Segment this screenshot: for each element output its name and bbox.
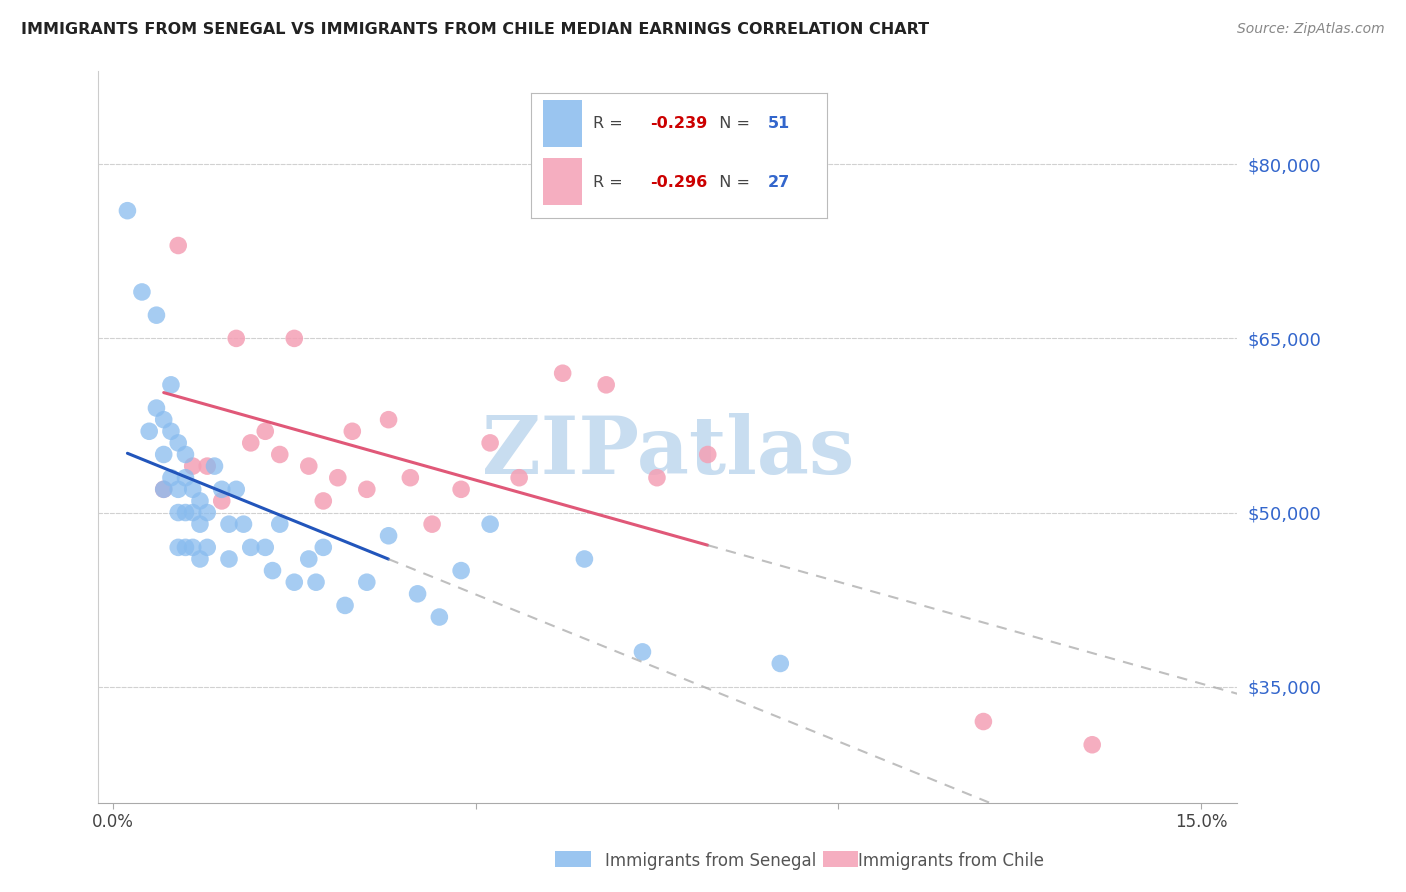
Point	[145, 401, 167, 415]
Point	[631, 645, 654, 659]
Point	[218, 552, 240, 566]
Point	[262, 564, 284, 578]
Point	[326, 471, 349, 485]
Point	[696, 448, 718, 462]
Point	[356, 483, 378, 497]
Point	[254, 541, 277, 555]
Point	[377, 412, 399, 426]
Point	[152, 483, 174, 497]
Point	[333, 599, 356, 613]
Point	[195, 541, 218, 555]
Point	[551, 366, 574, 380]
Point	[972, 714, 994, 729]
Point	[181, 506, 204, 520]
Point	[211, 494, 233, 508]
Text: IMMIGRANTS FROM SENEGAL VS IMMIGRANTS FROM CHILE MEDIAN EARNINGS CORRELATION CHA: IMMIGRANTS FROM SENEGAL VS IMMIGRANTS FR…	[21, 22, 929, 37]
Bar	[555, 851, 591, 867]
Point	[160, 471, 183, 485]
Point	[145, 308, 167, 322]
Point	[283, 331, 305, 345]
Text: Immigrants from Senegal: Immigrants from Senegal	[605, 852, 815, 870]
Point	[298, 459, 321, 474]
Point	[342, 424, 364, 438]
Point	[174, 448, 197, 462]
Point	[356, 575, 378, 590]
Point	[195, 506, 218, 520]
Point	[218, 517, 240, 532]
Point	[174, 471, 197, 485]
Point	[427, 610, 450, 624]
Point	[239, 541, 262, 555]
Bar	[823, 851, 858, 867]
Point	[181, 483, 204, 497]
Point	[239, 436, 262, 450]
Point	[479, 436, 502, 450]
Point	[181, 459, 204, 474]
Point	[138, 424, 160, 438]
Point	[204, 459, 226, 474]
Point	[232, 517, 254, 532]
Point	[167, 483, 190, 497]
Point	[181, 541, 204, 555]
Point	[269, 517, 291, 532]
Text: Immigrants from Chile: Immigrants from Chile	[858, 852, 1043, 870]
Point	[131, 285, 153, 299]
Point	[283, 575, 305, 590]
Point	[595, 377, 617, 392]
Point	[305, 575, 328, 590]
Point	[508, 471, 530, 485]
Point	[174, 541, 197, 555]
Point	[479, 517, 502, 532]
Point	[574, 552, 596, 566]
Point	[269, 448, 291, 462]
Point	[1081, 738, 1104, 752]
Point	[188, 517, 211, 532]
Point	[195, 459, 218, 474]
Point	[167, 238, 190, 252]
Point	[188, 494, 211, 508]
Point	[167, 436, 190, 450]
Point	[312, 541, 335, 555]
Point	[174, 506, 197, 520]
Point	[450, 564, 472, 578]
Point	[769, 657, 792, 671]
Point	[225, 331, 247, 345]
Point	[298, 552, 321, 566]
Point	[152, 448, 174, 462]
Point	[420, 517, 443, 532]
Point	[211, 483, 233, 497]
Point	[406, 587, 429, 601]
Point	[152, 483, 174, 497]
Point	[152, 412, 174, 426]
Point	[167, 506, 190, 520]
Text: ZIPatlas: ZIPatlas	[482, 413, 853, 491]
Point	[312, 494, 335, 508]
Point	[225, 483, 247, 497]
Point	[160, 377, 183, 392]
Point	[167, 541, 190, 555]
Point	[399, 471, 422, 485]
Point	[450, 483, 472, 497]
Point	[377, 529, 399, 543]
Point	[645, 471, 668, 485]
Point	[254, 424, 277, 438]
Point	[117, 203, 139, 218]
Point	[160, 424, 183, 438]
Point	[188, 552, 211, 566]
Text: Source: ZipAtlas.com: Source: ZipAtlas.com	[1237, 22, 1385, 37]
